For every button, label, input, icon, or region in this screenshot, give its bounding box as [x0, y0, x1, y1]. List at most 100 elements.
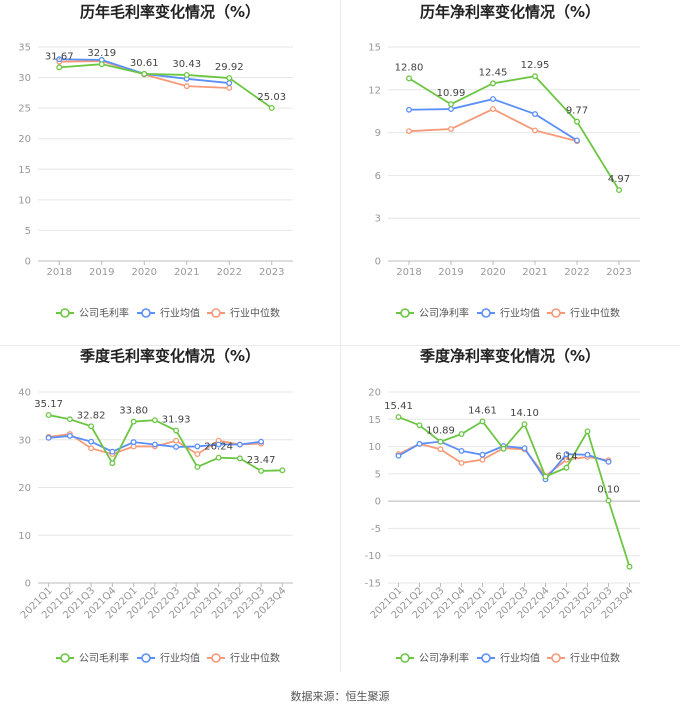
- chart-svg: 季度毛利率变化情况（%）0102030402021Q12021Q22021Q32…: [18, 347, 293, 665]
- data-point: [532, 73, 538, 80]
- data-point: [56, 56, 63, 63]
- data-point: [215, 441, 222, 448]
- data-point: [542, 473, 549, 480]
- data-point: [56, 64, 63, 71]
- data-point: [406, 75, 412, 82]
- data-point: [458, 447, 465, 454]
- y-tick-label: 9: [375, 128, 381, 139]
- y-tick-label: 0: [375, 497, 381, 508]
- data-point: [88, 438, 95, 445]
- chart-svg: 历年毛利率变化情况（%） 0 5 10 15 20 25 30 35 2018 2019 2020 20…: [18, 3, 293, 320]
- data-point: [258, 467, 265, 474]
- y-tick-label: 20: [368, 388, 381, 399]
- chart-annual-gross-margin: 历年毛利率变化情况（%） 0 5 10 15 20 25 30 35 2018 2019 2020 20…: [0, 0, 340, 345]
- series-line: [48, 414, 283, 472]
- data-label: 14.61: [468, 405, 497, 416]
- y-tick-label: 5: [375, 469, 381, 480]
- data-point: [194, 451, 201, 458]
- legend-swatch-marker: [60, 308, 70, 318]
- data-point: [141, 70, 148, 77]
- data-point: [268, 105, 275, 111]
- data-point: [448, 126, 454, 132]
- data-label: 9.77: [566, 106, 588, 117]
- data-point: [616, 187, 622, 194]
- legend-swatch-marker: [551, 653, 561, 663]
- legend-label: 公司净利率: [419, 652, 469, 665]
- data-point: [574, 137, 580, 144]
- data-point: [605, 458, 612, 465]
- x-tick-label: 2023: [259, 267, 284, 278]
- chart-title: 季度净利率变化情况（%）: [420, 347, 600, 365]
- data-label: 26.24: [204, 442, 233, 453]
- data-point: [574, 118, 580, 125]
- y-tick-label: 12: [368, 85, 381, 96]
- data-label: 10.99: [437, 88, 466, 99]
- data-point: [194, 443, 201, 450]
- data-point: [458, 431, 465, 437]
- chart-annual-net-margin: 历年净利率变化情况（%） 0 3 6 9 12 15 2018 2019 2020 2021 2022…: [340, 0, 680, 345]
- data-point: [109, 448, 116, 455]
- y-tick-label: 3: [375, 214, 381, 225]
- data-label: 23.47: [247, 455, 276, 466]
- data-point: [45, 412, 52, 419]
- data-point: [448, 106, 454, 113]
- data-point: [98, 61, 105, 68]
- legend-label: 行业中位数: [230, 652, 280, 665]
- data-label: 32.19: [87, 48, 116, 59]
- data-point: [406, 128, 412, 135]
- chart-svg: 季度净利率变化情况（%）-15-10-5051015202021Q12021Q2…: [365, 347, 640, 665]
- y-tick-label: 15: [368, 43, 381, 54]
- y-tick-label: 0: [375, 257, 381, 268]
- data-point: [173, 437, 180, 444]
- data-point: [437, 438, 444, 445]
- data-point: [437, 446, 444, 453]
- data-label: 30.43: [172, 59, 201, 70]
- legend-label: 行业均值: [160, 652, 200, 665]
- data-label: 35.17: [34, 399, 63, 410]
- data-label: 15.41: [384, 401, 413, 412]
- legend-label: 行业均值: [500, 307, 540, 320]
- y-tick-label: 15: [18, 165, 31, 176]
- data-point: [226, 75, 233, 82]
- data-point: [584, 451, 591, 458]
- data-point: [458, 459, 465, 466]
- x-tick-label: 2022: [217, 267, 242, 278]
- legend-swatch-marker: [481, 308, 491, 318]
- data-point: [626, 563, 633, 570]
- data-point: [563, 451, 570, 458]
- data-point: [479, 456, 486, 463]
- legend-swatch-marker: [141, 653, 151, 663]
- data-point: [521, 445, 528, 452]
- data-point: [88, 423, 95, 430]
- data-point: [130, 439, 137, 446]
- data-label: 12.45: [479, 67, 508, 78]
- data-point: [416, 422, 423, 429]
- y-tick-label: -10: [365, 551, 381, 562]
- y-tick-label: 20: [18, 134, 31, 145]
- series-line: [398, 416, 631, 567]
- data-point: [479, 418, 486, 425]
- data-point: [395, 452, 402, 459]
- data-point: [226, 80, 233, 87]
- y-tick-label: 0: [25, 257, 31, 268]
- data-point: [183, 83, 190, 90]
- data-label: 31.67: [45, 51, 74, 62]
- y-tick-label: 20: [18, 483, 31, 494]
- data-label: 12.95: [521, 60, 550, 71]
- data-point: [279, 467, 286, 474]
- y-tick-label: 10: [368, 442, 381, 453]
- legend-swatch-marker: [211, 653, 221, 663]
- x-tick-label: 2020: [132, 267, 157, 278]
- data-point: [151, 441, 158, 448]
- data-point: [406, 106, 412, 113]
- chart-svg: 历年净利率变化情况（%） 0 3 6 9 12 15 2018 2019 2020 2021 2022…: [368, 3, 640, 320]
- data-point: [151, 417, 158, 424]
- data-point: [226, 85, 233, 91]
- data-point: [584, 428, 591, 435]
- data-point: [532, 127, 538, 134]
- chart-quarterly-net-margin: 季度净利率变化情况（%） -15 -10 -5 0 5 10 15 20 2021Q1 2021Q2…: [340, 345, 680, 690]
- data-point: [109, 460, 116, 467]
- x-tick-label: 2020: [480, 267, 505, 278]
- y-tick-label: 40: [18, 388, 31, 399]
- data-source-note: 数据来源：恒生聚源: [290, 690, 390, 703]
